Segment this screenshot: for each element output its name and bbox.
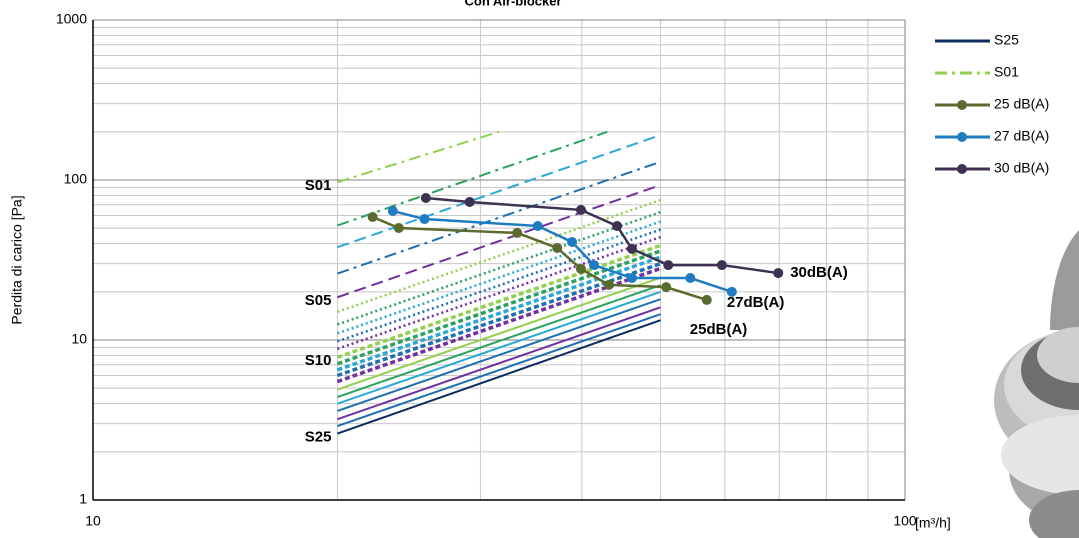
chart-title: Con Air-blocker — [464, 0, 561, 8]
legend-label: 25 dB(A) — [994, 96, 1049, 112]
marker — [552, 242, 563, 253]
marker — [626, 243, 637, 254]
marker — [567, 236, 578, 247]
x-axis-label: [m³/h] — [915, 515, 951, 531]
legend-label: S01 — [994, 64, 1019, 80]
legend-marker — [957, 164, 967, 174]
marker — [701, 294, 712, 305]
legend-marker — [957, 132, 967, 142]
selector-line — [337, 306, 661, 421]
marker — [685, 273, 696, 284]
selector-line — [337, 210, 661, 326]
selector-line — [336, 262, 662, 378]
selector-label: S01 — [305, 177, 332, 194]
selector-label: S25 — [305, 429, 332, 446]
x-tick-label: 10 — [85, 513, 101, 529]
grid — [92, 19, 906, 501]
marker — [589, 260, 600, 271]
selector-line — [337, 290, 661, 405]
marker — [420, 192, 431, 203]
y-tick-label: 100 — [64, 171, 88, 187]
product-image — [994, 230, 1079, 538]
selector-label: S05 — [305, 292, 332, 309]
marker — [726, 286, 737, 297]
selector-line — [337, 198, 661, 314]
curve-label: 30dB(A) — [790, 264, 848, 281]
selector-line — [337, 160, 661, 275]
selector-line — [337, 319, 661, 435]
selector-line — [337, 184, 661, 299]
marker — [367, 212, 378, 223]
y-axis-label: Perdita di carico [Pa] — [9, 195, 25, 324]
marker — [419, 214, 430, 225]
selector-line — [337, 276, 661, 391]
marker — [387, 206, 398, 217]
selector-line — [337, 284, 661, 398]
curve — [425, 196, 779, 275]
marker — [604, 279, 615, 290]
selector-line — [337, 134, 661, 249]
selector-line — [336, 255, 662, 372]
marker — [716, 260, 727, 271]
marker — [612, 220, 623, 231]
selector-line — [337, 220, 661, 335]
curve — [392, 209, 733, 294]
legend-label: 30 dB(A) — [994, 160, 1049, 176]
selector-line — [337, 313, 661, 427]
marker — [512, 227, 523, 238]
curve-label: 25dB(A) — [690, 321, 748, 338]
legend-label: 27 dB(A) — [994, 128, 1049, 144]
legend-label: S25 — [994, 32, 1019, 48]
selector-label: S10 — [305, 352, 332, 369]
legend-marker — [957, 100, 967, 110]
marker — [532, 220, 543, 231]
selector-line — [336, 249, 662, 366]
marker — [575, 263, 586, 274]
marker — [626, 273, 637, 284]
marker — [393, 223, 404, 234]
y-tick-label: 1000 — [56, 11, 87, 27]
selector-line — [337, 130, 608, 227]
marker — [575, 204, 586, 215]
marker — [661, 282, 672, 293]
selector-line — [337, 130, 500, 184]
y-tick-label: 10 — [71, 331, 87, 347]
curve-label: 27dB(A) — [727, 294, 785, 311]
marker — [663, 260, 674, 271]
selector-line — [336, 266, 662, 384]
selector-line — [337, 228, 661, 343]
marker — [773, 268, 784, 279]
selector-line — [337, 298, 661, 412]
x-tick-label: 100 — [893, 513, 917, 529]
selector-line — [336, 243, 662, 359]
selector-line — [337, 235, 661, 351]
marker — [464, 196, 475, 207]
y-tick-label: 1 — [79, 491, 87, 507]
curve — [372, 215, 708, 302]
